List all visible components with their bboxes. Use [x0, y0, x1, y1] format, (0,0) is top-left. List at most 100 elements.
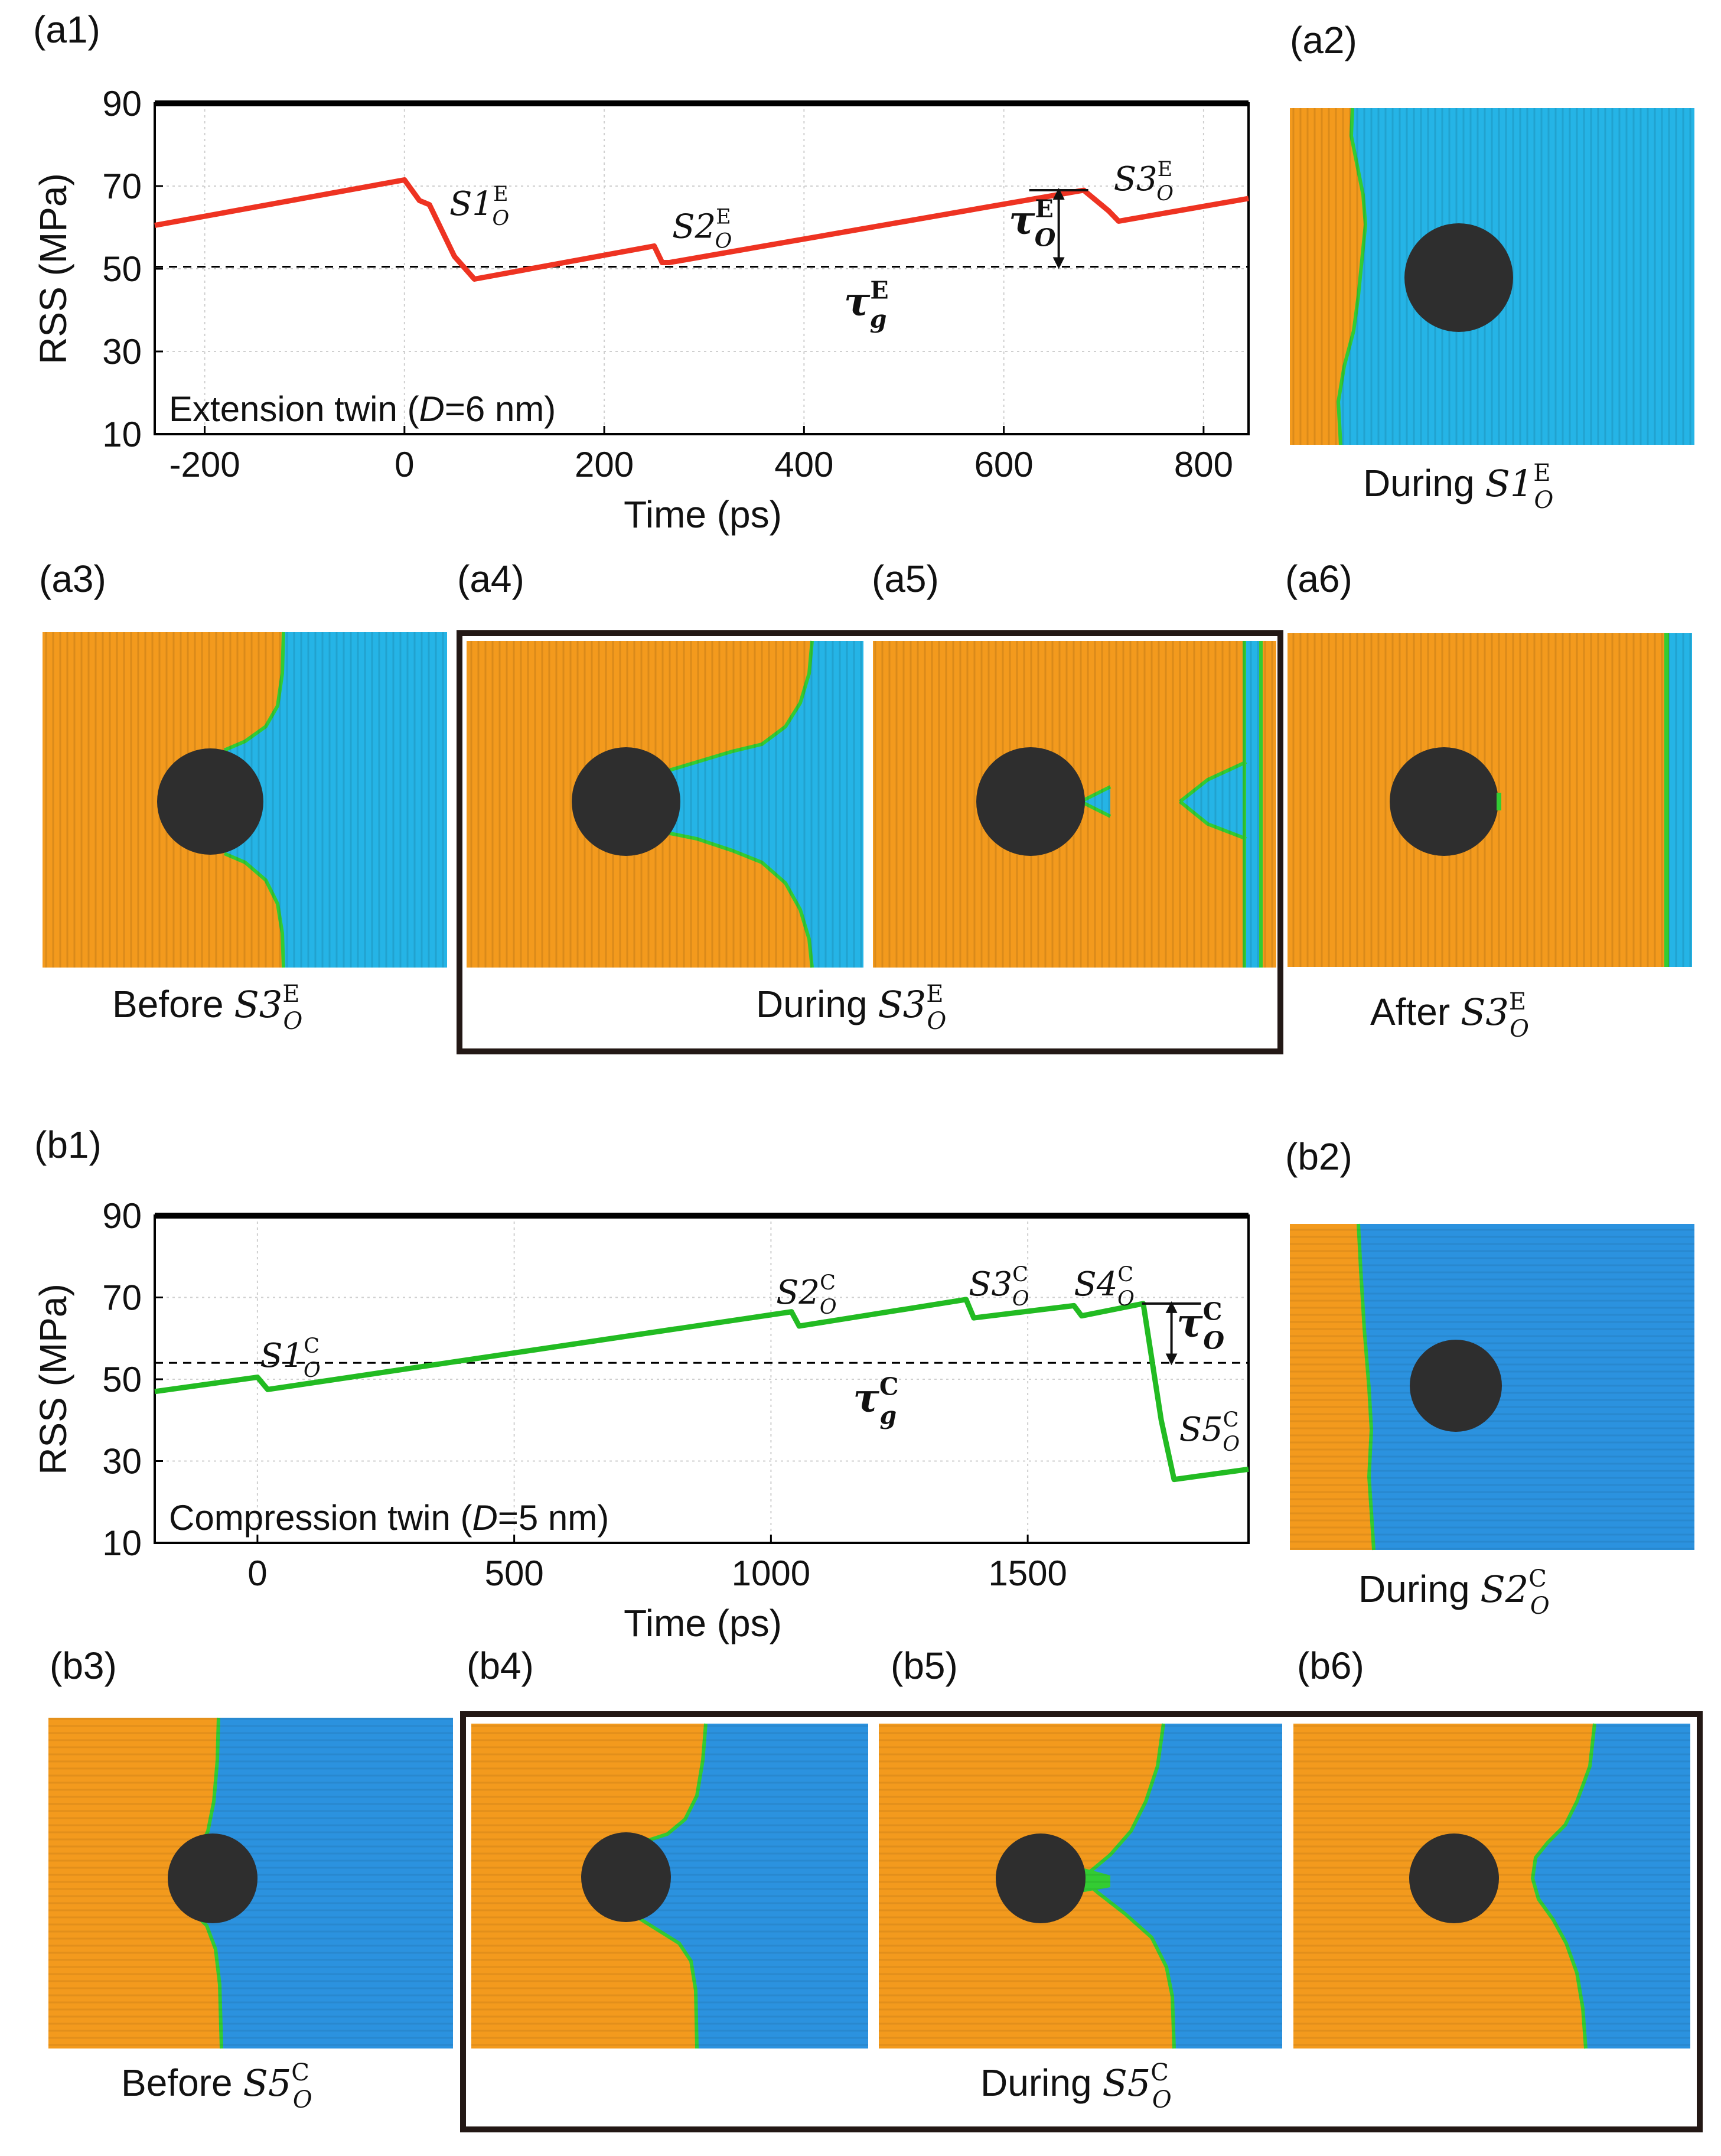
caption-b456-prefix: During	[980, 2061, 1102, 2104]
y-axis-title: RSS (MPa)	[32, 173, 74, 364]
inner-label-var: D	[419, 389, 445, 429]
annotation-3-sub: O	[1117, 1287, 1135, 1311]
caption-b2-sub: O	[1530, 1592, 1550, 1620]
caption-a6-prefix: After	[1370, 991, 1461, 1033]
annotation-3-main: τ	[1009, 197, 1035, 243]
annotation-1-main: S2	[672, 208, 716, 246]
reference-label-sub: g	[880, 1401, 897, 1429]
label-a3: (a3)	[39, 558, 106, 600]
annotation-5-sup: C	[1203, 1297, 1223, 1325]
reference-label: τC g	[853, 1372, 898, 1429]
y-tick-label-3: 70	[102, 1278, 142, 1318]
annotation-1-sup: E	[716, 206, 731, 229]
y-tick-label-0: 10	[102, 415, 142, 454]
label-a1: (a1)	[33, 8, 100, 51]
snapshot-a3	[43, 631, 447, 968]
snapshot-a2	[1290, 108, 1694, 445]
snapshot-b4	[471, 1723, 868, 2049]
annotation-0-main: S1	[449, 185, 493, 223]
caption-a45: During S3E O	[756, 981, 946, 1035]
y-tick-label-0: 10	[102, 1523, 142, 1563]
snapshot-a4	[467, 640, 863, 968]
caption-a45-sub: O	[927, 1008, 946, 1035]
label-b2: (b2)	[1285, 1135, 1352, 1178]
x-tick-label-2: 1000	[732, 1554, 810, 1593]
annotation-1: S2C O	[776, 1271, 836, 1319]
label-a6: (a6)	[1285, 558, 1352, 600]
y-tick-label-4: 90	[102, 1196, 142, 1236]
annotation-0-sub: O	[304, 1359, 321, 1382]
annotation-2-sub: O	[1012, 1287, 1029, 1311]
inner-label-var: D	[472, 1498, 498, 1538]
caption-a6-sub: O	[1510, 1015, 1529, 1043]
annotation-5-sub: O	[1203, 1326, 1224, 1354]
caption-b456-sub: O	[1152, 2086, 1172, 2113]
annotation-5: τC O	[1176, 1297, 1224, 1354]
caption-b2: During S2C O	[1358, 1565, 1550, 1620]
annotation-3: S4C O	[1074, 1263, 1134, 1311]
y-tick-label-2: 50	[102, 249, 142, 289]
inner-label-prefix: Compression twin (	[169, 1498, 472, 1538]
caption-b3: Before S5C O	[121, 2059, 312, 2113]
label-b3: (b3)	[50, 1644, 117, 1687]
inner-label-suffix: =5 nm)	[498, 1498, 609, 1538]
precipitate	[1390, 747, 1498, 856]
x-tick-label-1: 500	[485, 1554, 544, 1593]
annotation-0: S1E O	[449, 183, 509, 230]
x-tick-label-1: 0	[395, 445, 414, 484]
caption-b456: During S5C O	[980, 2059, 1172, 2113]
annotation-0-sub: O	[493, 207, 510, 230]
series-line-0	[154, 1297, 1249, 1483]
caption-a3-main: S3	[234, 983, 282, 1026]
annotation-3: τE O	[1009, 195, 1056, 252]
annotation-1-main: S2	[776, 1274, 820, 1312]
caption-b456-main: S5	[1102, 2061, 1150, 2105]
precipitate	[1404, 223, 1513, 332]
annotation-2-main: S3	[969, 1265, 1012, 1304]
caption-a2-sub: O	[1534, 487, 1553, 514]
label-b1: (b1)	[34, 1123, 102, 1166]
caption-b3-sup: C	[291, 2059, 309, 2086]
precipitate	[157, 748, 263, 855]
x-tick-label-4: 600	[974, 445, 1034, 484]
precipitate	[996, 1833, 1086, 1923]
snapshot-a5	[873, 641, 1276, 968]
series-line-0	[154, 177, 1249, 282]
y-tick-label-2: 50	[102, 1360, 142, 1399]
x-axis-title: Time (ps)	[624, 493, 782, 536]
caption-b3-sub: O	[293, 2086, 312, 2113]
x-tick-label-0: 0	[247, 1554, 267, 1593]
caption-a2-sup: E	[1533, 460, 1550, 487]
reference-label-sub: g	[870, 305, 887, 334]
annotation-0-sup: C	[304, 1334, 320, 1358]
chart-b1: 0 500 1000 1500 10 30 50 70 90 Time (ps) RSS (MPa)…	[32, 1196, 1250, 1644]
annotation-1-sub: O	[715, 230, 732, 253]
snapshot-b3	[48, 1717, 453, 2049]
reference-label-sup: C	[879, 1372, 899, 1401]
annotation-2-main: S3	[1114, 160, 1158, 198]
caption-a3-sup: E	[282, 981, 299, 1008]
caption-b3-main: S5	[243, 2061, 291, 2105]
x-tick-label-3: 400	[774, 445, 833, 484]
label-b6: (b6)	[1297, 1644, 1364, 1687]
label-a5: (a5)	[872, 558, 939, 600]
caption-a45-main: S3	[878, 983, 926, 1026]
caption-a2-prefix: During	[1363, 462, 1485, 504]
label-a2: (a2)	[1290, 19, 1357, 61]
annotation-2: S3E O	[1114, 158, 1174, 206]
reference-label-sup: E	[870, 276, 888, 305]
x-axis-title: Time (ps)	[624, 1602, 782, 1644]
x-tick-label-0: -200	[170, 445, 240, 484]
annotation-3-sup: E	[1035, 195, 1054, 223]
x-tick-label-3: 1500	[988, 1554, 1067, 1593]
precipitate	[1410, 1340, 1502, 1432]
annotation-5-main: τ	[1176, 1300, 1203, 1346]
chart-a1: -200 0 200 400 600 800 10 30 50 70 90 Time (ps) RSS …	[32, 84, 1250, 536]
caption-b2-sup: C	[1528, 1565, 1547, 1592]
annotation-0: S1C O	[260, 1334, 320, 1382]
caption-b2-prefix: During	[1358, 1568, 1480, 1610]
annotation-2-sup: E	[1158, 158, 1173, 181]
annotation-4: S5C O	[1179, 1408, 1240, 1456]
